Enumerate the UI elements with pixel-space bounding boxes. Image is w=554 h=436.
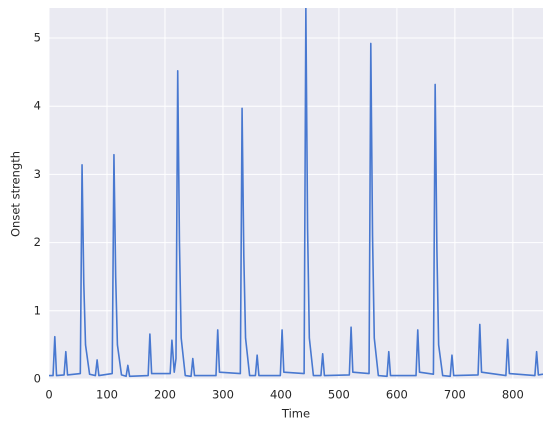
line (49, 8, 543, 378)
x-tick-label: 600 (386, 388, 408, 402)
y-tick-label: 0 (34, 372, 41, 386)
x-tick-label: 300 (212, 388, 234, 402)
x-tick-label: 0 (45, 388, 52, 402)
x-tick-label: 500 (328, 388, 350, 402)
x-tick-label: 400 (270, 388, 292, 402)
y-tick-label: 1 (34, 303, 41, 317)
marks (49, 8, 543, 378)
x-tick-label: 200 (154, 388, 176, 402)
plot-area (49, 8, 543, 379)
grid (48, 8, 543, 380)
x-axis-label: Time (281, 407, 310, 421)
x-tick-label: 100 (96, 388, 118, 402)
y-tick-label: 2 (34, 235, 41, 249)
x-tick-label: 800 (502, 388, 524, 402)
y-tick-label: 5 (34, 31, 41, 45)
x-tick-label: 700 (444, 388, 466, 402)
y-tick-label: 4 (34, 99, 41, 113)
y-tick-label: 3 (34, 167, 41, 181)
y-axis-label: Onset strength (9, 151, 23, 237)
